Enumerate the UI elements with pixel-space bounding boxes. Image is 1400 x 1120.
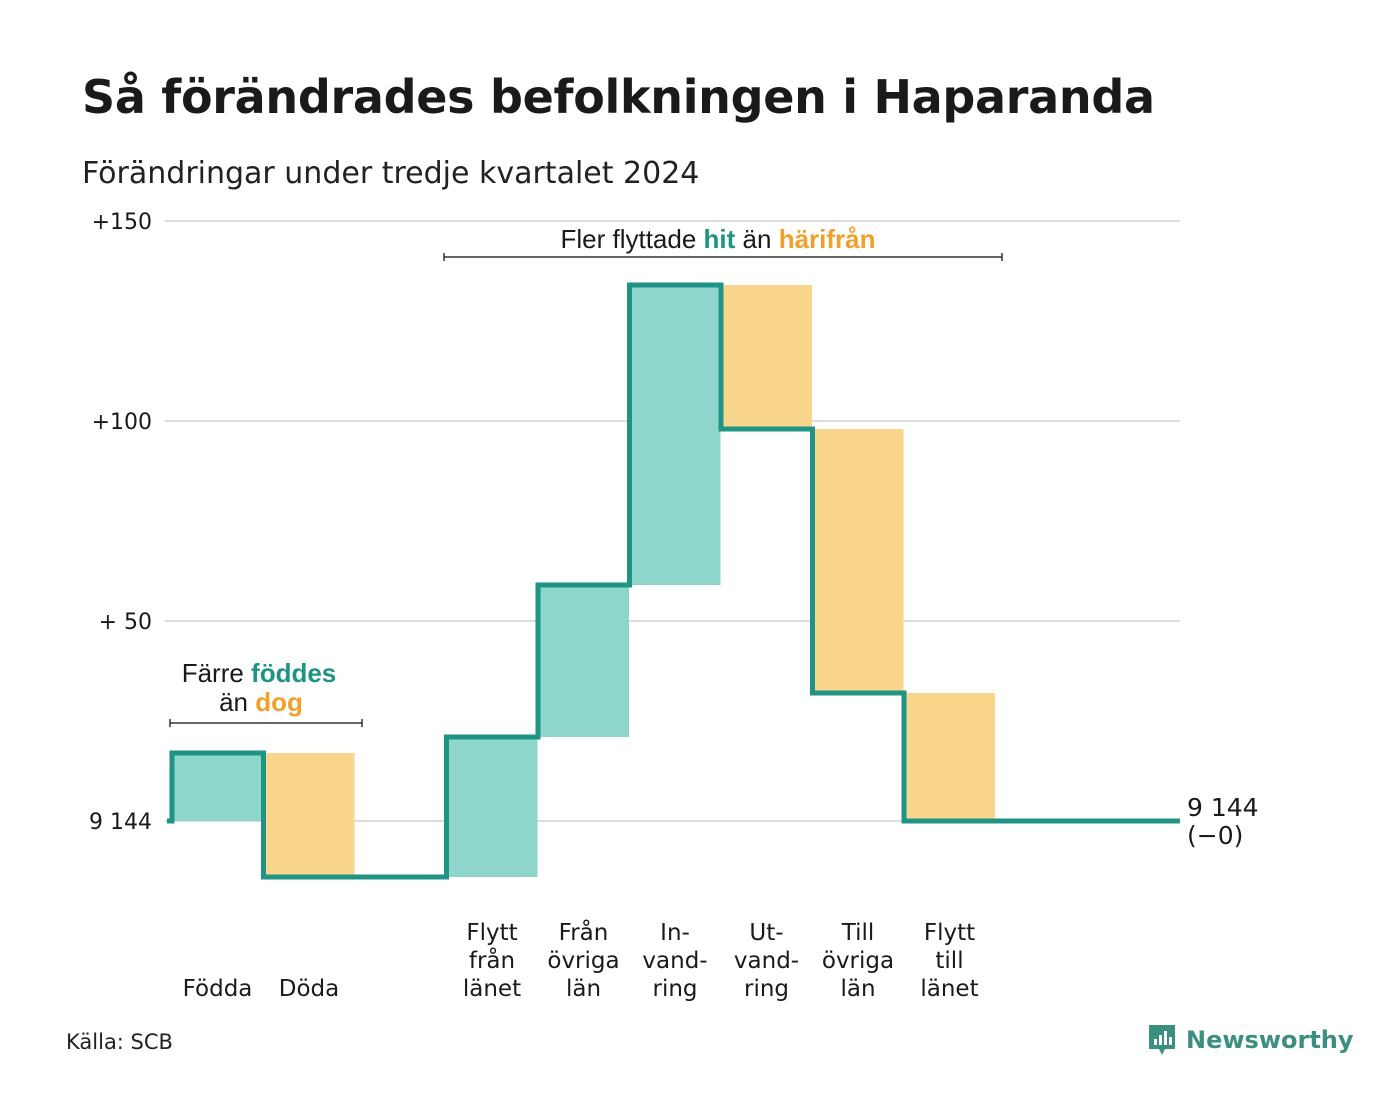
- brand-name: Newsworthy: [1186, 1026, 1354, 1054]
- category-label: Från: [559, 918, 609, 946]
- category-label: Flytt: [924, 920, 975, 946]
- category-label: länet: [463, 976, 521, 1002]
- chart-title: Så förändrades befolkningen i Haparanda: [82, 70, 1155, 124]
- category-label: övriga: [822, 948, 894, 974]
- chart-subtitle: Förändringar under tredje kvartalet 2024: [82, 156, 700, 191]
- y-tick-label: 9 144: [89, 810, 152, 835]
- category-label: ring: [744, 976, 789, 1002]
- category-label: länet: [920, 976, 978, 1002]
- waterfall-bar: [538, 585, 629, 737]
- annotation-text: Färre föddes: [182, 658, 337, 688]
- waterfall-bar: [812, 429, 904, 693]
- waterfall-bar: [172, 753, 263, 821]
- newsworthy-logo-icon: [1149, 1025, 1175, 1055]
- category-label: ring: [652, 976, 697, 1002]
- end-value-label: (−0): [1187, 821, 1243, 850]
- y-tick-label: +100: [92, 410, 152, 435]
- y-tick-label: +150: [92, 210, 152, 235]
- bar-layer: [172, 285, 995, 877]
- category-label: Ut-: [749, 920, 783, 946]
- waterfall-bar: [629, 285, 721, 585]
- category-label: övriga: [547, 948, 619, 974]
- category-label: län: [840, 976, 875, 1002]
- source-note: Källa: SCB: [66, 1030, 173, 1054]
- waterfall-bar: [446, 737, 538, 877]
- category-label: Födda: [183, 976, 253, 1002]
- cumulative-step-line: [167, 282, 1180, 880]
- category-label: till: [935, 948, 963, 974]
- category-label: Döda: [279, 976, 339, 1002]
- waterfall-bar: [263, 753, 355, 877]
- brand-logo[interactable]: Newsworthy: [1146, 1022, 1354, 1058]
- line-layer: [167, 282, 1180, 880]
- waterfall-bar: [721, 285, 812, 429]
- category-label: från: [469, 946, 515, 974]
- annotation-text: än dog: [219, 687, 303, 717]
- y-tick-label: + 50: [99, 610, 152, 635]
- annotation-text: Fler flyttade hit än härifrån: [560, 224, 875, 254]
- category-label: vand-: [734, 948, 799, 974]
- category-label: Flytt: [466, 920, 517, 946]
- category-label: län: [566, 976, 601, 1002]
- end-value-label: 9 144: [1187, 793, 1259, 822]
- waterfall-bar: [904, 693, 995, 821]
- category-label: In-: [660, 920, 690, 946]
- category-label: vand-: [642, 948, 707, 974]
- category-label: Till: [841, 920, 875, 946]
